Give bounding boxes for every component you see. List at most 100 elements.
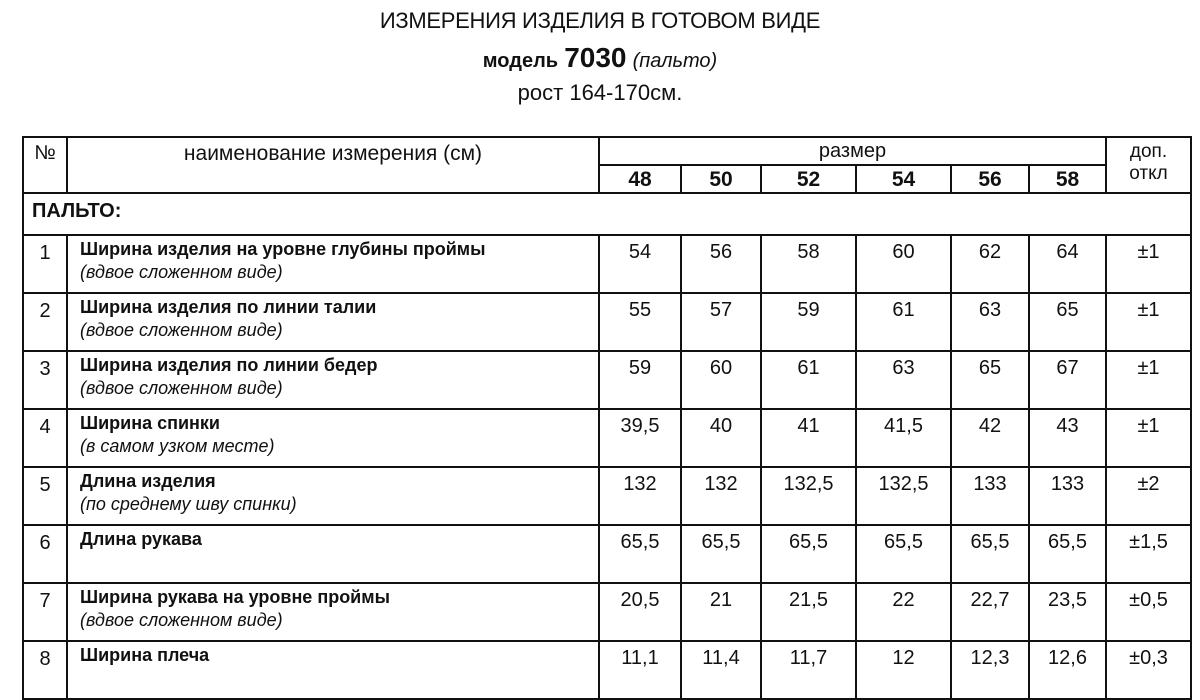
row-number: 5 [22, 466, 68, 526]
measurement-note: (вдвое сложенном виде) [80, 262, 283, 282]
value-cell: 55 [598, 292, 682, 352]
size-header-52: 52 [760, 164, 857, 194]
tolerance-label-2: откл [1129, 163, 1168, 184]
tolerance-cell: ±1 [1105, 292, 1192, 352]
value-cell: 133 [1028, 466, 1107, 526]
model-label: модель [482, 50, 559, 72]
measurement-name: Ширина изделия по линии талии [80, 297, 377, 317]
table-row: 1 Ширина изделия на уровне глубины проймы… [22, 234, 1192, 294]
value-cell: 41 [760, 408, 857, 468]
size-header-50: 50 [680, 164, 762, 194]
tolerance-label-1: доп. [1129, 141, 1168, 162]
tolerance-cell: ±2 [1105, 466, 1192, 526]
table-row: 3 Ширина изделия по линии бедер (вдвое сло… [22, 350, 1192, 410]
header-name: наименование измерения (см) [66, 136, 600, 194]
measurement-name: Ширина изделия по линии бедер [80, 355, 378, 375]
value-cell: 65 [950, 350, 1030, 410]
measurement-note: (вдвое сложенном виде) [80, 378, 283, 398]
height-range: рост 164-170см. [517, 80, 683, 105]
row-number: 2 [22, 292, 68, 352]
measurement-name-cell: Длина изделия (по среднему шву спинки) [66, 466, 600, 526]
value-cell: 58 [760, 234, 857, 294]
measurement-name-cell: Ширина изделия по линии бедер (вдвое слож… [66, 350, 600, 410]
value-cell: 132,5 [855, 466, 952, 526]
value-cell: 60 [680, 350, 762, 410]
row-number: 1 [22, 234, 68, 294]
table-row: 6 Длина рукава 65,5 65,5 65,5 65,5 65,5 65,5 ±1,… [22, 524, 1192, 584]
header-tolerance: доп. откл [1105, 136, 1192, 194]
value-cell: 62 [950, 234, 1030, 294]
value-cell: 65,5 [760, 524, 857, 584]
tolerance-cell: ±1 [1105, 234, 1192, 294]
value-cell: 12 [855, 640, 952, 700]
value-cell: 43 [1028, 408, 1107, 468]
document-title: ИЗМЕРЕНИЯ ИЗДЕЛИЯ В ГОТОВОМ ВИДЕ [379, 8, 821, 33]
size-header-56: 56 [950, 164, 1030, 194]
value-cell: 56 [680, 234, 762, 294]
measurement-name: Ширина рукава на уровне проймы [80, 587, 390, 607]
measurement-note: (вдвое сложенном виде) [80, 610, 283, 630]
model-type: (пальто) [632, 50, 718, 72]
value-cell: 64 [1028, 234, 1107, 294]
value-cell: 67 [1028, 350, 1107, 410]
measurement-note: (в самом узком месте) [80, 436, 275, 456]
value-cell: 65,5 [598, 524, 682, 584]
value-cell: 22,7 [950, 582, 1030, 642]
value-cell: 132 [598, 466, 682, 526]
measurement-name-cell: Ширина плеча [66, 640, 600, 700]
size-header-54: 54 [855, 164, 952, 194]
value-cell: 11,1 [598, 640, 682, 700]
measurement-name-cell: Ширина спинки (в самом узком месте) [66, 408, 600, 468]
tolerance-cell: ±1 [1105, 350, 1192, 410]
row-number: 8 [22, 640, 68, 700]
measurement-name: Длина рукава [80, 529, 202, 549]
measurement-note: (вдвое сложенном виде) [80, 320, 283, 340]
value-cell: 23,5 [1028, 582, 1107, 642]
measurements-table: № наименование измерения (см) размер доп… [22, 136, 1192, 700]
value-cell: 132,5 [760, 466, 857, 526]
value-cell: 12,3 [950, 640, 1030, 700]
measurement-note: (по среднему шву спинки) [80, 494, 297, 514]
table-row: 4 Ширина спинки (в самом узком месте) 39,5… [22, 408, 1192, 468]
value-cell: 132 [680, 466, 762, 526]
value-cell: 40 [680, 408, 762, 468]
tolerance-cell: ±0,3 [1105, 640, 1192, 700]
section-title: ПАЛЬТО: [22, 192, 1192, 236]
value-cell: 22 [855, 582, 952, 642]
value-cell: 133 [950, 466, 1030, 526]
measurement-name-cell: Ширина изделия на уровне глубины проймы (… [66, 234, 600, 294]
value-cell: 11,7 [760, 640, 857, 700]
model-number: 7030 [564, 42, 627, 73]
value-cell: 59 [598, 350, 682, 410]
value-cell: 20,5 [598, 582, 682, 642]
value-cell: 65,5 [680, 524, 762, 584]
measurement-name: Длина изделия [80, 471, 216, 491]
value-cell: 65,5 [1028, 524, 1107, 584]
size-header-58: 58 [1028, 164, 1107, 194]
value-cell: 61 [760, 350, 857, 410]
row-number: 6 [22, 524, 68, 584]
tolerance-cell: ±1,5 [1105, 524, 1192, 584]
value-cell: 57 [680, 292, 762, 352]
value-cell: 59 [760, 292, 857, 352]
measurement-name-cell: Ширина рукава на уровне проймы (вдвое сло… [66, 582, 600, 642]
measurement-name: Ширина изделия на уровне глубины проймы [80, 239, 486, 259]
value-cell: 11,4 [680, 640, 762, 700]
value-cell: 65,5 [855, 524, 952, 584]
row-number: 4 [22, 408, 68, 468]
value-cell: 54 [598, 234, 682, 294]
measurement-name: Ширина спинки [80, 413, 220, 433]
table-row: 5 Длина изделия (по среднему шву спинки) 1… [22, 466, 1192, 526]
value-cell: 41,5 [855, 408, 952, 468]
value-cell: 39,5 [598, 408, 682, 468]
table-row: 8 Ширина плеча 11,1 11,4 11,7 12 12,3 12,6 ±0,3 [22, 640, 1192, 700]
row-number: 7 [22, 582, 68, 642]
value-cell: 42 [950, 408, 1030, 468]
value-cell: 65,5 [950, 524, 1030, 584]
measurement-name: Ширина плеча [80, 645, 210, 665]
value-cell: 65 [1028, 292, 1107, 352]
measurement-name-cell: Длина рукава [66, 524, 600, 584]
tolerance-cell: ±0,5 [1105, 582, 1192, 642]
table-row: 7 Ширина рукава на уровне проймы (вдвое сл… [22, 582, 1192, 642]
value-cell: 60 [855, 234, 952, 294]
